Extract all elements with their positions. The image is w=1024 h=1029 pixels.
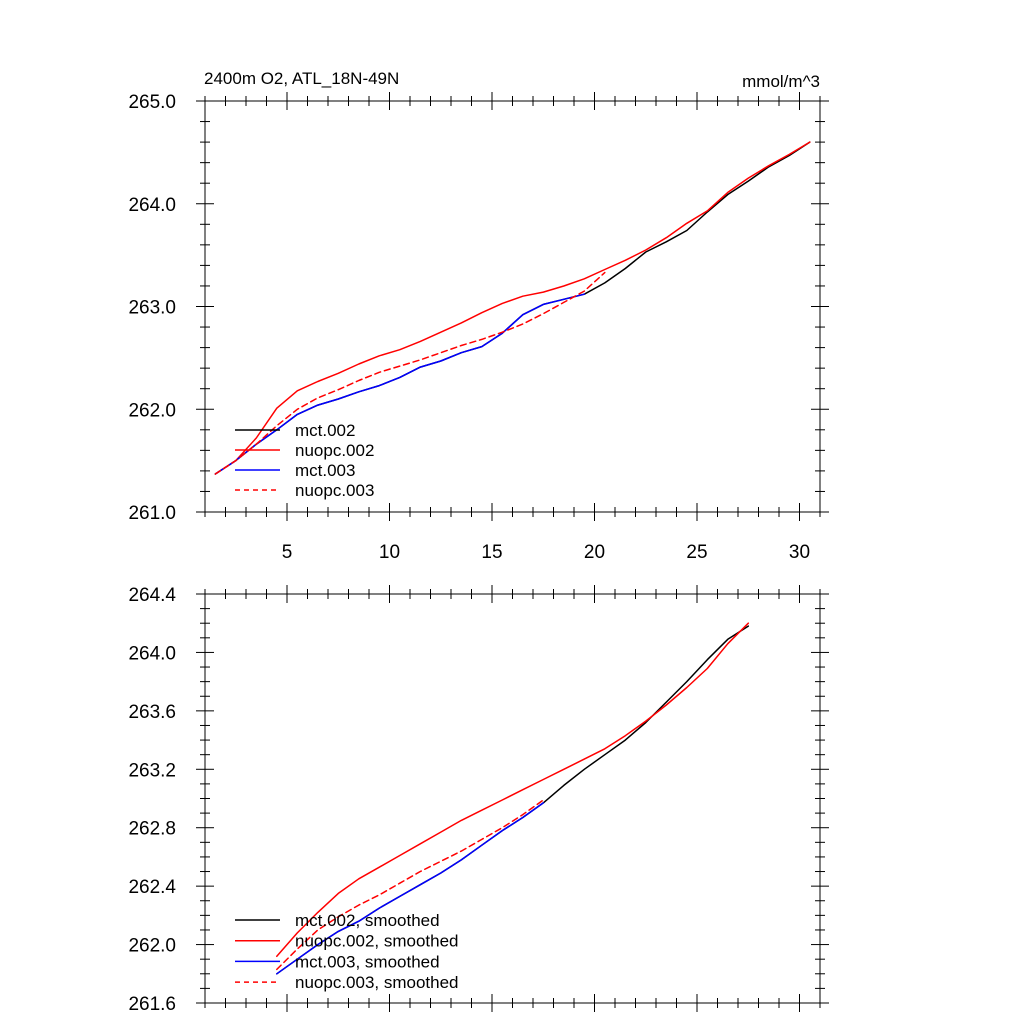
legend-label: nuopc.003, smoothed bbox=[295, 973, 459, 992]
series-line-mct-003-smoothed bbox=[276, 802, 545, 975]
y-tick-label: 265.0 bbox=[128, 92, 176, 113]
y-tick-label: 264.0 bbox=[128, 195, 176, 216]
series-line-nuopc-002 bbox=[214, 141, 811, 475]
y-tick-label: 264.4 bbox=[128, 585, 176, 606]
legend-label: mct.002, smoothed bbox=[295, 911, 440, 930]
y-tick-label: 261.0 bbox=[128, 503, 176, 524]
x-tick-label: 25 bbox=[686, 542, 707, 563]
legend-label: nuopc.002 bbox=[295, 441, 374, 460]
legend-label: mct.003, smoothed bbox=[295, 952, 440, 971]
bottom-panel: 261.6 262.0 262.4 262.8 263.2 263.6 264.0 264.4… bbox=[128, 585, 829, 1015]
top-panel: 2400m O2, ATL_18N-49N mmol/m^3 261.0 262.… bbox=[128, 69, 829, 563]
y-tick-label: 263.0 bbox=[128, 298, 176, 319]
y-tick-label: 262.8 bbox=[128, 819, 176, 840]
y-tick-label: 263.2 bbox=[128, 760, 176, 781]
legend-label: mct.003 bbox=[295, 461, 355, 480]
y-tick-label: 262.4 bbox=[128, 877, 176, 898]
x-tick-label: 30 bbox=[789, 542, 810, 563]
x-tick-label: 15 bbox=[481, 542, 502, 563]
legend-label: nuopc.003 bbox=[295, 481, 374, 500]
chart-title: 2400m O2, ATL_18N-49N bbox=[204, 69, 399, 88]
x-tick-label: 10 bbox=[379, 542, 400, 563]
units-label: mmol/m^3 bbox=[742, 72, 820, 91]
x-tick-label: 5 bbox=[282, 542, 293, 563]
x-tick-label: 20 bbox=[584, 542, 605, 563]
y-tick-label: 262.0 bbox=[128, 936, 176, 957]
legend-label: mct.002 bbox=[295, 421, 355, 440]
series-line-nuopc-002-smoothed bbox=[276, 622, 750, 958]
legend-label: nuopc.002, smoothed bbox=[295, 932, 459, 951]
y-tick-label: 264.0 bbox=[128, 643, 176, 664]
series-line-nuopc-003 bbox=[214, 271, 606, 475]
y-tick-label: 262.0 bbox=[128, 400, 176, 421]
y-tick-label: 261.6 bbox=[128, 994, 176, 1015]
y-tick-label: 263.6 bbox=[128, 702, 176, 723]
series-line-nuopc-003-smoothed bbox=[276, 799, 545, 971]
